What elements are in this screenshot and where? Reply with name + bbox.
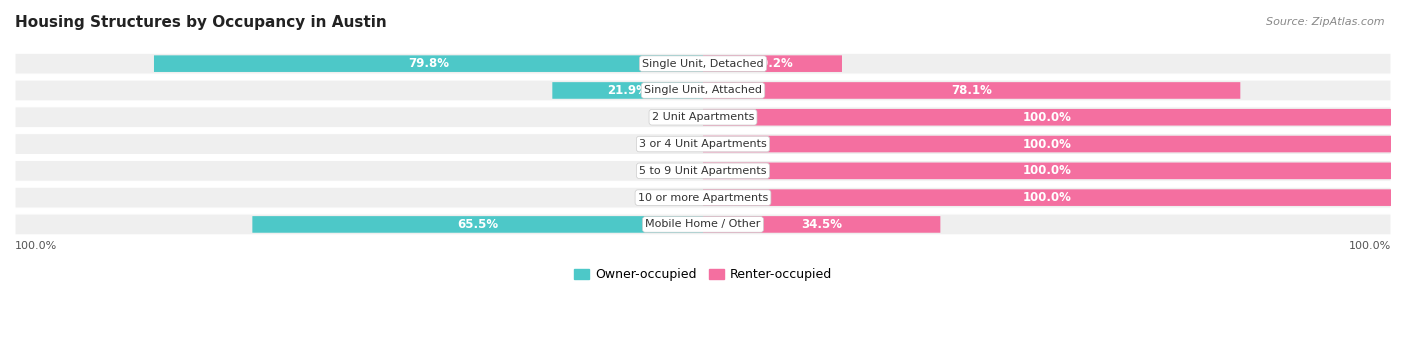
- Text: 20.2%: 20.2%: [752, 57, 793, 70]
- FancyBboxPatch shape: [15, 80, 1391, 101]
- Text: Single Unit, Attached: Single Unit, Attached: [644, 86, 762, 95]
- Text: 100.0%: 100.0%: [1022, 191, 1071, 204]
- FancyBboxPatch shape: [15, 160, 1391, 181]
- FancyBboxPatch shape: [703, 109, 1391, 125]
- Text: Housing Structures by Occupancy in Austin: Housing Structures by Occupancy in Austi…: [15, 15, 387, 30]
- FancyBboxPatch shape: [703, 189, 1391, 206]
- Text: 21.9%: 21.9%: [607, 84, 648, 97]
- Text: 100.0%: 100.0%: [1348, 241, 1391, 251]
- Text: 10 or more Apartments: 10 or more Apartments: [638, 193, 768, 203]
- Text: Single Unit, Detached: Single Unit, Detached: [643, 59, 763, 69]
- FancyBboxPatch shape: [553, 82, 703, 99]
- Text: 79.8%: 79.8%: [408, 57, 449, 70]
- Text: 0.0%: 0.0%: [659, 164, 689, 177]
- FancyBboxPatch shape: [155, 55, 703, 72]
- Text: 100.0%: 100.0%: [1022, 164, 1071, 177]
- FancyBboxPatch shape: [15, 187, 1391, 208]
- FancyBboxPatch shape: [252, 216, 703, 233]
- FancyBboxPatch shape: [15, 214, 1391, 235]
- FancyBboxPatch shape: [703, 216, 941, 233]
- Text: 100.0%: 100.0%: [15, 241, 58, 251]
- Text: Source: ZipAtlas.com: Source: ZipAtlas.com: [1267, 17, 1385, 27]
- Text: 65.5%: 65.5%: [457, 218, 498, 231]
- FancyBboxPatch shape: [15, 53, 1391, 74]
- FancyBboxPatch shape: [703, 82, 1240, 99]
- Text: Mobile Home / Other: Mobile Home / Other: [645, 219, 761, 229]
- Legend: Owner-occupied, Renter-occupied: Owner-occupied, Renter-occupied: [568, 263, 838, 286]
- Text: 0.0%: 0.0%: [659, 111, 689, 124]
- Text: 2 Unit Apartments: 2 Unit Apartments: [652, 112, 754, 122]
- FancyBboxPatch shape: [15, 107, 1391, 128]
- Text: 0.0%: 0.0%: [659, 137, 689, 150]
- Text: 100.0%: 100.0%: [1022, 137, 1071, 150]
- FancyBboxPatch shape: [703, 55, 842, 72]
- FancyBboxPatch shape: [703, 163, 1391, 179]
- FancyBboxPatch shape: [703, 136, 1391, 152]
- Text: 3 or 4 Unit Apartments: 3 or 4 Unit Apartments: [640, 139, 766, 149]
- Text: 5 to 9 Unit Apartments: 5 to 9 Unit Apartments: [640, 166, 766, 176]
- Text: 100.0%: 100.0%: [1022, 111, 1071, 124]
- FancyBboxPatch shape: [15, 134, 1391, 154]
- Text: 0.0%: 0.0%: [659, 191, 689, 204]
- Text: 78.1%: 78.1%: [952, 84, 993, 97]
- Text: 34.5%: 34.5%: [801, 218, 842, 231]
